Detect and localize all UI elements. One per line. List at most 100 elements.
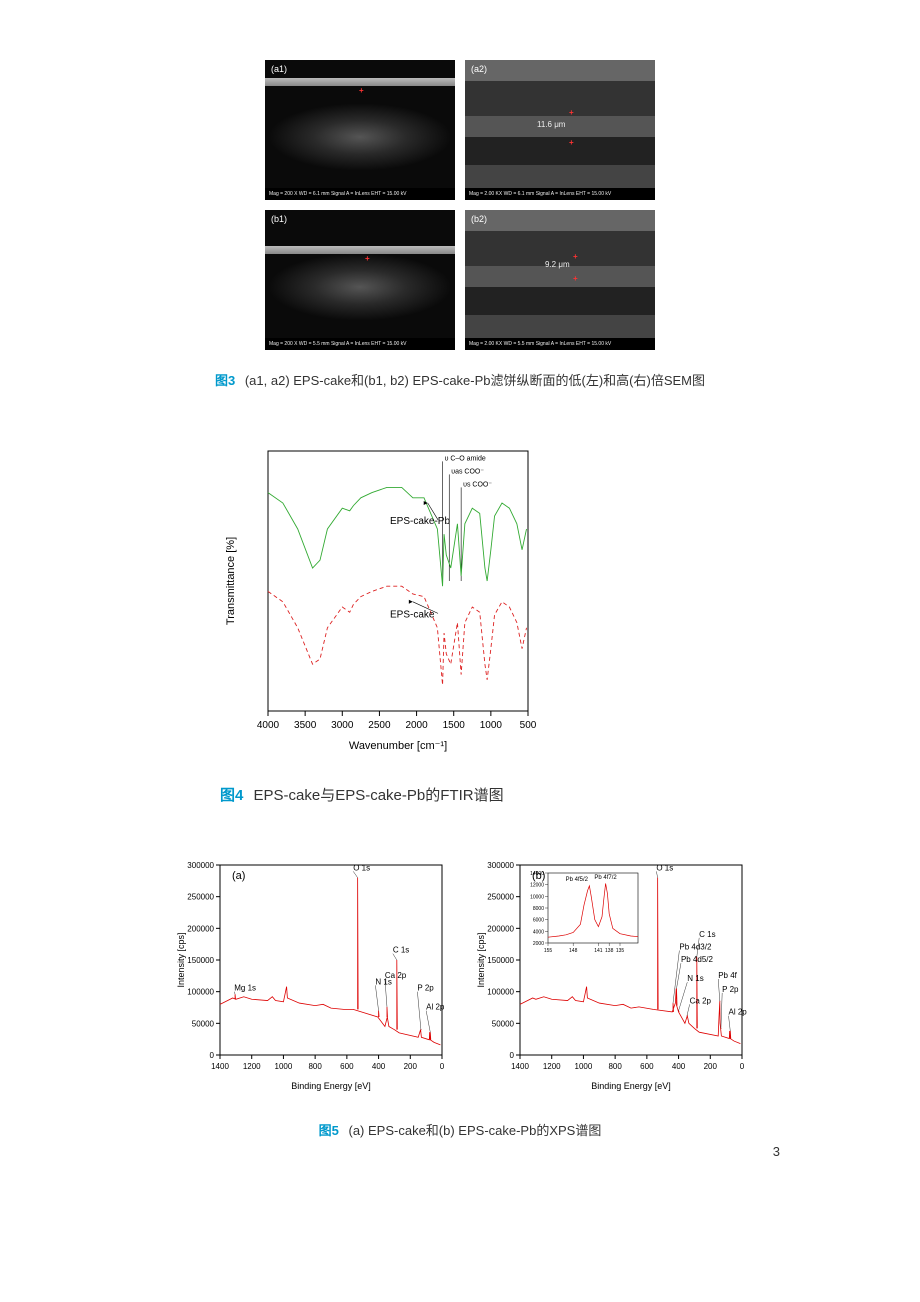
svg-text:10000: 10000 <box>530 894 544 900</box>
svg-text:O 1s: O 1s <box>353 863 370 872</box>
caption-text: (a) EPS-cake和(b) EPS-cake-Pb的XPS谱图 <box>349 1123 602 1138</box>
svg-text:250000: 250000 <box>487 893 514 902</box>
sem-grid: + (a1) Mag = 200 X WD = 6.1 mm Signal A … <box>0 60 920 350</box>
svg-text:N 1s: N 1s <box>687 974 703 983</box>
svg-text:Pb 4f5/2: Pb 4f5/2 <box>566 877 589 883</box>
svg-text:Ca 2p: Ca 2p <box>690 996 712 1005</box>
svg-text:50000: 50000 <box>492 1019 515 1028</box>
svg-text:Binding Energy [eV]: Binding Energy [eV] <box>591 1081 671 1091</box>
svg-text:0: 0 <box>510 1051 515 1060</box>
svg-text:Pb 4d5/2: Pb 4d5/2 <box>681 955 714 964</box>
svg-text:3000: 3000 <box>331 720 354 731</box>
sem-panel-a1: + (a1) Mag = 200 X WD = 6.1 mm Signal A … <box>265 60 455 200</box>
svg-text:P 2p: P 2p <box>417 984 434 993</box>
sem-panel-a2: + + 11.6 μm (a2) Mag = 2.00 KX WD = 6.1 … <box>465 60 655 200</box>
svg-text:Transmittance [%]: Transmittance [%] <box>225 537 237 625</box>
svg-text:150000: 150000 <box>187 956 214 965</box>
ftir-chart: 4000350030002500200015001000500Wavenumbe… <box>220 439 540 759</box>
svg-text:600: 600 <box>340 1062 354 1071</box>
svg-text:1000: 1000 <box>275 1062 293 1071</box>
svg-text:Intensity [cps]: Intensity [cps] <box>176 932 186 987</box>
svg-text:200000: 200000 <box>187 924 214 933</box>
svg-text:500: 500 <box>520 720 537 731</box>
sem-label: (b2) <box>471 214 487 224</box>
figure-3: + (a1) Mag = 200 X WD = 6.1 mm Signal A … <box>0 60 920 389</box>
svg-text:P 2p: P 2p <box>722 985 739 994</box>
svg-text:400: 400 <box>372 1062 386 1071</box>
svg-text:Pb 4f7/2: Pb 4f7/2 <box>594 875 617 881</box>
svg-text:50000: 50000 <box>192 1019 215 1028</box>
svg-text:2000: 2000 <box>533 941 544 947</box>
svg-text:138: 138 <box>605 948 614 954</box>
svg-text:200: 200 <box>704 1062 718 1071</box>
svg-text:400: 400 <box>672 1062 686 1071</box>
svg-text:14000: 14000 <box>530 871 544 877</box>
sem-panel-b2: + + 9.2 μm (b2) Mag = 2.00 KX WD = 5.5 m… <box>465 210 655 350</box>
svg-text:Al 2p: Al 2p <box>729 1008 748 1017</box>
svg-text:Mg 1s: Mg 1s <box>234 984 256 993</box>
svg-text:EPS-cake-Pb: EPS-cake-Pb <box>390 516 450 527</box>
figure-4-caption: 图4 EPS-cake与EPS-cake-Pb的FTIR谱图 <box>220 784 920 805</box>
figure-4: 4000350030002500200015001000500Wavenumbe… <box>0 439 920 805</box>
svg-text:600: 600 <box>640 1062 654 1071</box>
figure-number: 图4 <box>220 787 243 804</box>
figure-3-caption: 图3 (a1, a2) EPS-cake和(b1, b2) EPS-cake-P… <box>0 370 920 389</box>
svg-text:2000: 2000 <box>405 720 428 731</box>
svg-text:1200: 1200 <box>243 1062 261 1071</box>
svg-text:Al 2p: Al 2p <box>426 1003 445 1012</box>
svg-text:2500: 2500 <box>368 720 391 731</box>
svg-text:1400: 1400 <box>511 1062 529 1071</box>
svg-text:8000: 8000 <box>533 906 544 912</box>
figure-number: 图3 <box>215 373 235 388</box>
svg-text:100000: 100000 <box>487 988 514 997</box>
svg-text:1000: 1000 <box>575 1062 593 1071</box>
caption-text: (a1, a2) EPS-cake和(b1, b2) EPS-cake-Pb滤饼… <box>245 373 705 388</box>
svg-text:250000: 250000 <box>187 893 214 902</box>
svg-text:υas COO⁻: υas COO⁻ <box>451 468 484 475</box>
sem-label: (b1) <box>271 214 287 224</box>
svg-text:141: 141 <box>594 948 603 954</box>
svg-text:150000: 150000 <box>487 956 514 965</box>
svg-text:EPS-cake: EPS-cake <box>390 609 435 620</box>
sem-footer: Mag = 200 X WD = 6.1 mm Signal A = InLen… <box>265 188 455 200</box>
svg-text:3500: 3500 <box>294 720 317 731</box>
svg-text:4000: 4000 <box>533 929 544 935</box>
svg-text:155: 155 <box>544 948 553 954</box>
caption-text: EPS-cake与EPS-cake-Pb的FTIR谱图 <box>254 787 504 804</box>
svg-text:12000: 12000 <box>530 883 544 889</box>
svg-text:Pb 4f: Pb 4f <box>718 971 737 980</box>
svg-text:(a): (a) <box>232 870 245 882</box>
svg-text:148: 148 <box>569 948 578 954</box>
svg-text:O 1s: O 1s <box>656 863 673 872</box>
svg-text:0: 0 <box>210 1051 215 1060</box>
sem-footer: Mag = 200 X WD = 5.5 mm Signal A = InLen… <box>265 338 455 350</box>
svg-text:300000: 300000 <box>487 861 514 870</box>
svg-text:200: 200 <box>404 1062 418 1071</box>
xps-chart-b: 1400120010008006004002000050000100000150… <box>470 855 750 1095</box>
svg-text:6000: 6000 <box>533 918 544 924</box>
figure-5: 1400120010008006004002000050000100000150… <box>0 855 920 1139</box>
sem-panel-b1: + (b1) Mag = 200 X WD = 5.5 mm Signal A … <box>265 210 455 350</box>
sem-label: (a2) <box>471 64 487 74</box>
svg-text:200000: 200000 <box>487 924 514 933</box>
svg-text:800: 800 <box>608 1062 622 1071</box>
figure-number: 图5 <box>319 1123 339 1138</box>
svg-text:Wavenumber [cm⁻¹]: Wavenumber [cm⁻¹] <box>349 740 447 752</box>
svg-text:1400: 1400 <box>211 1062 229 1071</box>
svg-text:100000: 100000 <box>187 988 214 997</box>
sem-measure: 9.2 μm <box>545 260 570 269</box>
sem-footer: Mag = 2.00 KX WD = 5.5 mm Signal A = InL… <box>465 338 655 350</box>
svg-text:Pb 4d3/2: Pb 4d3/2 <box>679 943 712 952</box>
xps-chart-a: 1400 1200 1000 800 600 400 200 0 0 50000 100000 150… <box>170 855 450 1095</box>
svg-text:800: 800 <box>308 1062 322 1071</box>
sem-footer: Mag = 2.00 KX WD = 6.1 mm Signal A = InL… <box>465 188 655 200</box>
svg-text:Ca 2p: Ca 2p <box>385 971 407 980</box>
svg-text:135: 135 <box>616 948 625 954</box>
svg-text:Intensity [cps]: Intensity [cps] <box>476 932 486 987</box>
svg-text:1500: 1500 <box>443 720 466 731</box>
svg-text:1000: 1000 <box>480 720 503 731</box>
svg-text:0: 0 <box>440 1062 445 1071</box>
svg-text:0: 0 <box>740 1062 745 1071</box>
svg-text:C 1s: C 1s <box>393 946 409 955</box>
page-number: 3 <box>773 1144 780 1159</box>
